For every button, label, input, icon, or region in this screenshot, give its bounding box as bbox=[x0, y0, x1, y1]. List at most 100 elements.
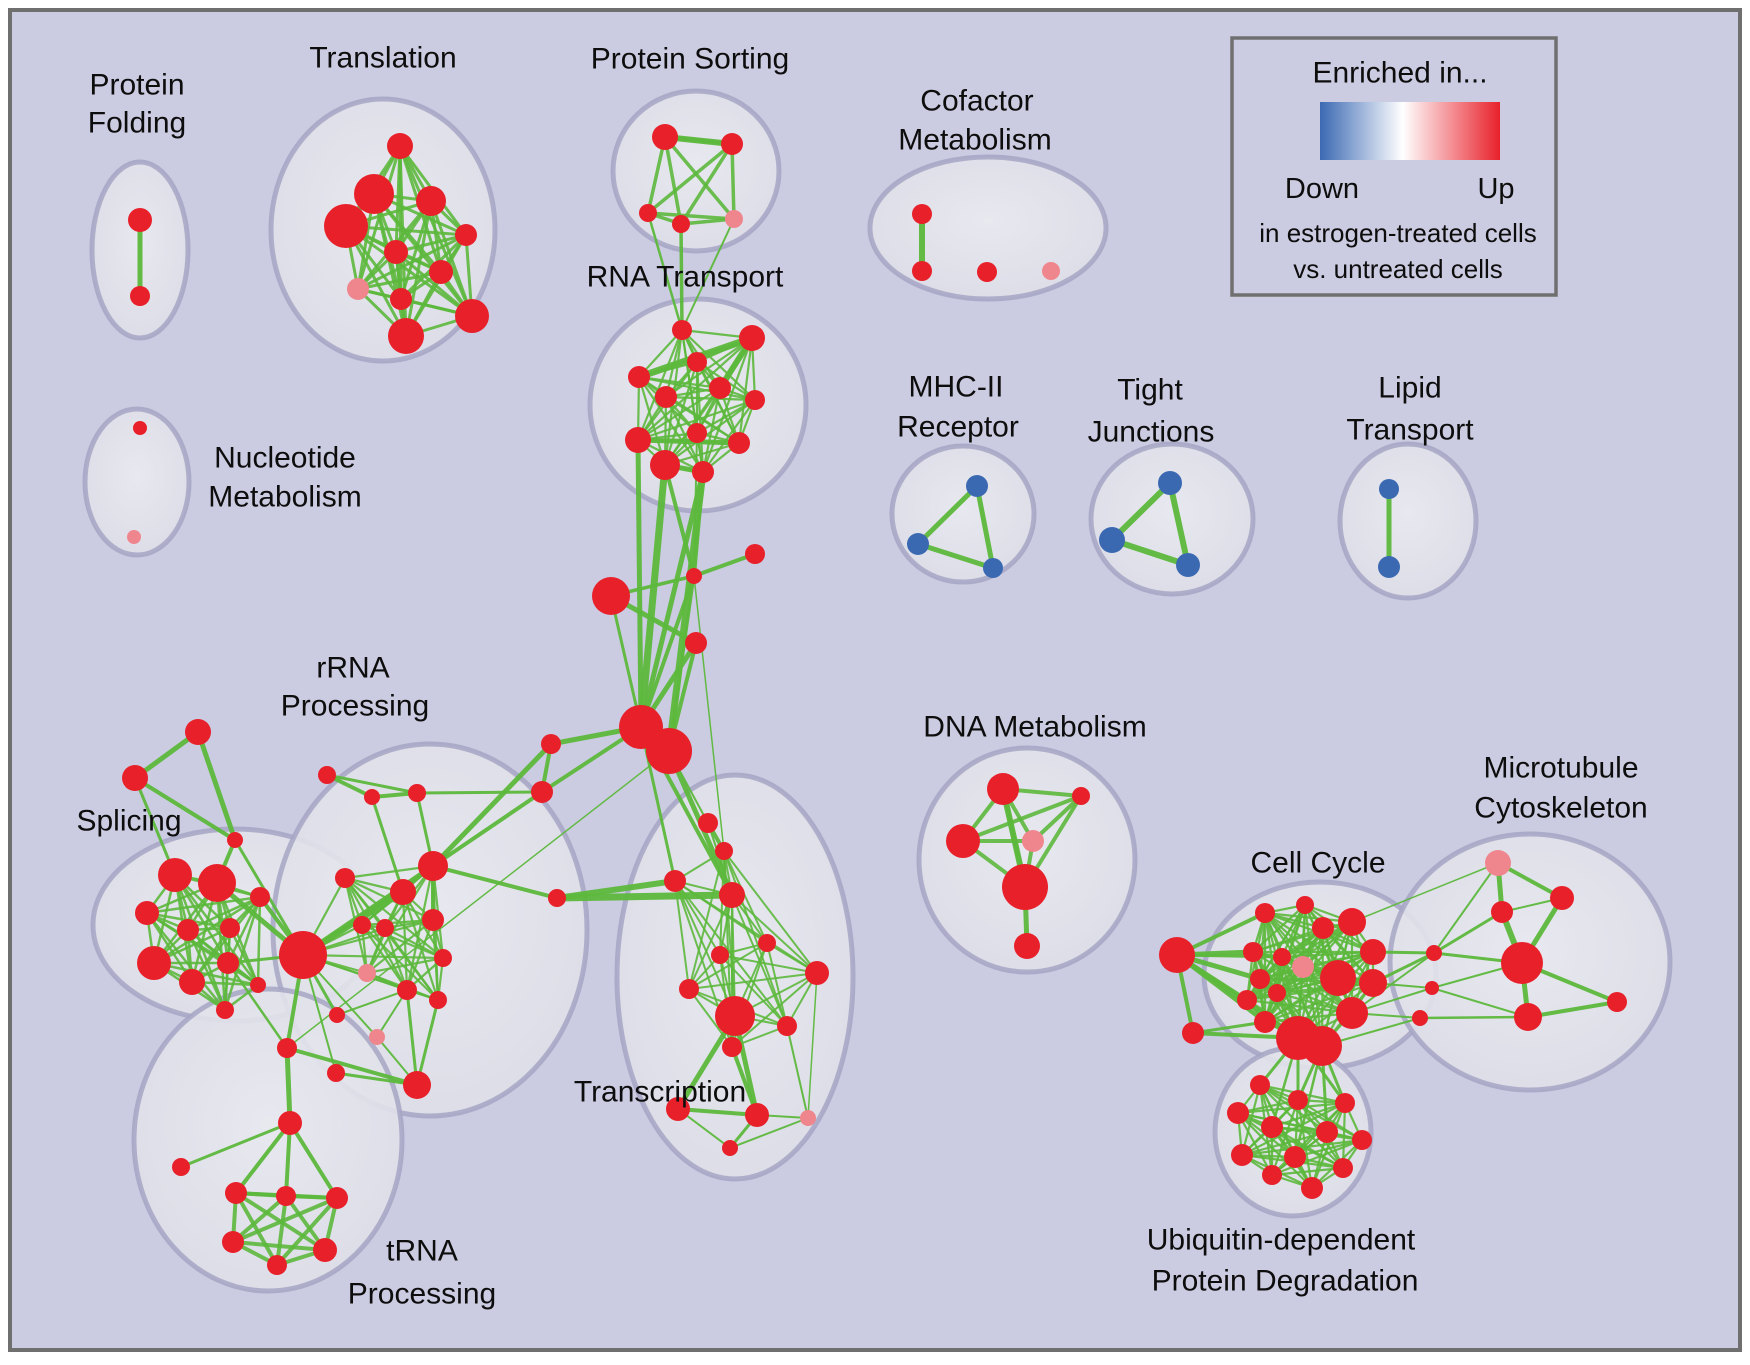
node-rt1[interactable] bbox=[672, 320, 692, 340]
node-rt12[interactable] bbox=[728, 432, 750, 454]
node-ts7[interactable] bbox=[805, 961, 829, 985]
node-rt5[interactable] bbox=[655, 386, 677, 408]
node-cc0[interactable] bbox=[1159, 937, 1195, 973]
node-mt4[interactable] bbox=[1501, 942, 1543, 984]
node-rr5[interactable] bbox=[353, 916, 371, 934]
node-ts9[interactable] bbox=[715, 996, 755, 1036]
node-cc6[interactable] bbox=[1273, 948, 1291, 966]
node-rr3[interactable] bbox=[408, 784, 426, 802]
node-cc16[interactable] bbox=[1359, 969, 1387, 997]
node-ts14[interactable] bbox=[800, 1110, 816, 1126]
node-mh2[interactable] bbox=[907, 533, 929, 555]
node-rt9[interactable] bbox=[625, 427, 651, 453]
node-cc4[interactable] bbox=[1312, 917, 1334, 939]
node-sp4[interactable] bbox=[177, 919, 199, 941]
node-dm2[interactable] bbox=[1072, 787, 1090, 805]
node-cc17[interactable] bbox=[1336, 997, 1368, 1029]
node-cc13[interactable] bbox=[1254, 1011, 1276, 1033]
node-t4[interactable] bbox=[324, 204, 368, 248]
node-cc8[interactable] bbox=[1320, 960, 1356, 996]
node-ps4[interactable] bbox=[672, 215, 690, 233]
node-x3[interactable] bbox=[122, 765, 148, 791]
node-dm1[interactable] bbox=[987, 773, 1019, 805]
node-tn5[interactable] bbox=[326, 1187, 348, 1209]
node-cf4[interactable] bbox=[1042, 262, 1060, 280]
node-tn0[interactable] bbox=[277, 1038, 297, 1058]
node-rt3[interactable] bbox=[687, 352, 707, 372]
node-tn2[interactable] bbox=[172, 1158, 190, 1176]
node-lp2[interactable] bbox=[1378, 556, 1400, 578]
node-sp1[interactable] bbox=[158, 858, 192, 892]
node-u4[interactable] bbox=[1227, 1102, 1249, 1124]
node-rr11[interactable] bbox=[397, 980, 417, 1000]
node-rr18[interactable] bbox=[327, 1064, 345, 1082]
node-cf3[interactable] bbox=[977, 262, 997, 282]
node-nm1[interactable] bbox=[133, 421, 147, 435]
node-tn1[interactable] bbox=[278, 1111, 302, 1135]
node-rr2[interactable] bbox=[364, 789, 380, 805]
node-rr8[interactable] bbox=[422, 909, 444, 931]
node-sp7[interactable] bbox=[137, 946, 171, 980]
node-cf1[interactable] bbox=[912, 204, 932, 224]
node-mt3[interactable] bbox=[1491, 901, 1513, 923]
node-rr12[interactable] bbox=[429, 991, 447, 1009]
node-cc12[interactable] bbox=[1268, 984, 1286, 1002]
node-ps2[interactable] bbox=[721, 133, 743, 155]
node-c6[interactable] bbox=[685, 632, 707, 654]
node-t6[interactable] bbox=[384, 240, 408, 264]
node-cc3[interactable] bbox=[1296, 896, 1314, 914]
node-rt10[interactable] bbox=[650, 450, 680, 480]
node-ts13[interactable] bbox=[745, 1103, 769, 1127]
node-cc9[interactable] bbox=[1360, 939, 1386, 965]
node-rr1[interactable] bbox=[318, 766, 336, 784]
node-mtc2[interactable] bbox=[1425, 981, 1439, 995]
node-rt6[interactable] bbox=[709, 377, 731, 399]
node-cf2[interactable] bbox=[912, 261, 932, 281]
node-tn3[interactable] bbox=[225, 1182, 247, 1204]
node-tn7[interactable] bbox=[313, 1238, 337, 1262]
node-sp6[interactable] bbox=[250, 887, 270, 907]
node-rr10[interactable] bbox=[358, 964, 376, 982]
node-rt2[interactable] bbox=[739, 325, 765, 351]
node-rt7[interactable] bbox=[745, 390, 765, 410]
node-tn8[interactable] bbox=[267, 1255, 287, 1275]
node-ts5[interactable] bbox=[758, 934, 776, 952]
node-ts10[interactable] bbox=[777, 1016, 797, 1036]
node-u12[interactable] bbox=[1301, 1177, 1323, 1199]
node-u5[interactable] bbox=[1261, 1116, 1283, 1138]
node-sp10[interactable] bbox=[250, 977, 266, 993]
node-ps1[interactable] bbox=[652, 124, 678, 150]
node-t3[interactable] bbox=[416, 186, 446, 216]
node-sp8[interactable] bbox=[179, 969, 205, 995]
node-u11[interactable] bbox=[1262, 1165, 1282, 1185]
node-ts4[interactable] bbox=[719, 882, 745, 908]
node-u8[interactable] bbox=[1231, 1144, 1253, 1166]
node-mtc1[interactable] bbox=[1426, 945, 1442, 961]
node-ts12[interactable] bbox=[666, 1097, 690, 1121]
node-ts6[interactable] bbox=[711, 946, 729, 964]
node-sp9[interactable] bbox=[217, 952, 239, 974]
node-pf1[interactable] bbox=[128, 208, 152, 232]
node-rr9[interactable] bbox=[434, 949, 452, 967]
node-c8[interactable] bbox=[531, 781, 553, 803]
node-cc2[interactable] bbox=[1255, 903, 1275, 923]
node-c5[interactable] bbox=[592, 577, 630, 615]
node-rt8[interactable] bbox=[687, 423, 707, 443]
node-dm3[interactable] bbox=[946, 824, 980, 858]
node-ts2[interactable] bbox=[715, 842, 733, 860]
node-u9[interactable] bbox=[1284, 1146, 1306, 1168]
node-rr14[interactable] bbox=[279, 931, 327, 979]
node-mt5[interactable] bbox=[1514, 1003, 1542, 1031]
node-dm4[interactable] bbox=[1022, 830, 1044, 852]
node-mh1[interactable] bbox=[966, 475, 988, 497]
node-mtc3[interactable] bbox=[1412, 1010, 1428, 1026]
node-ts3[interactable] bbox=[664, 870, 686, 892]
node-mt6[interactable] bbox=[1607, 992, 1627, 1012]
node-u7[interactable] bbox=[1352, 1130, 1372, 1150]
node-mh3[interactable] bbox=[983, 558, 1003, 578]
node-dm5[interactable] bbox=[1002, 864, 1048, 910]
node-cc5[interactable] bbox=[1338, 908, 1366, 936]
node-u3[interactable] bbox=[1335, 1093, 1355, 1113]
node-c2[interactable] bbox=[646, 728, 692, 774]
node-mt1[interactable] bbox=[1485, 850, 1511, 876]
